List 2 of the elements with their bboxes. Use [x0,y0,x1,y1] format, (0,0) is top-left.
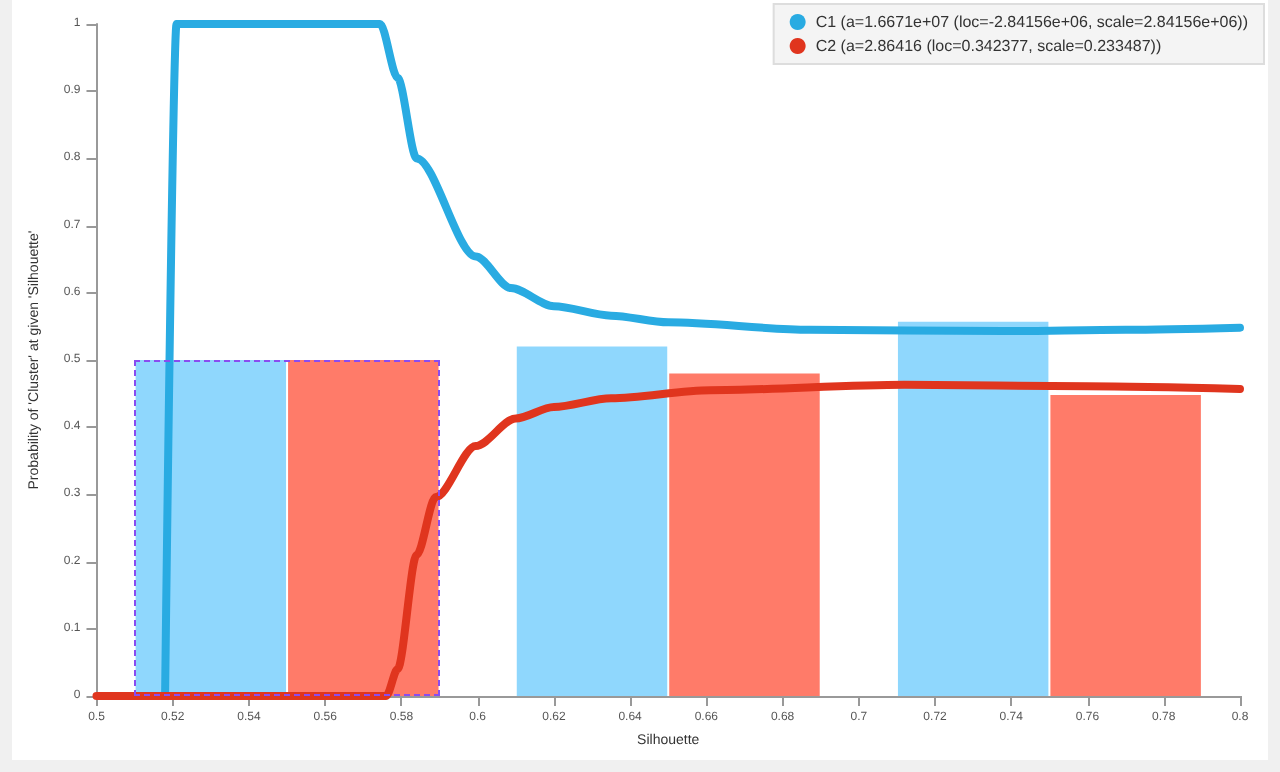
legend-label: C1 (a=1.6671e+07 (loc=-2.84156e+06, scale=2.84156e+06)) [815,13,1249,31]
legend-label: C2 (a=2.86416 (loc=0.342377, scale=0.233487)) [815,37,1162,55]
